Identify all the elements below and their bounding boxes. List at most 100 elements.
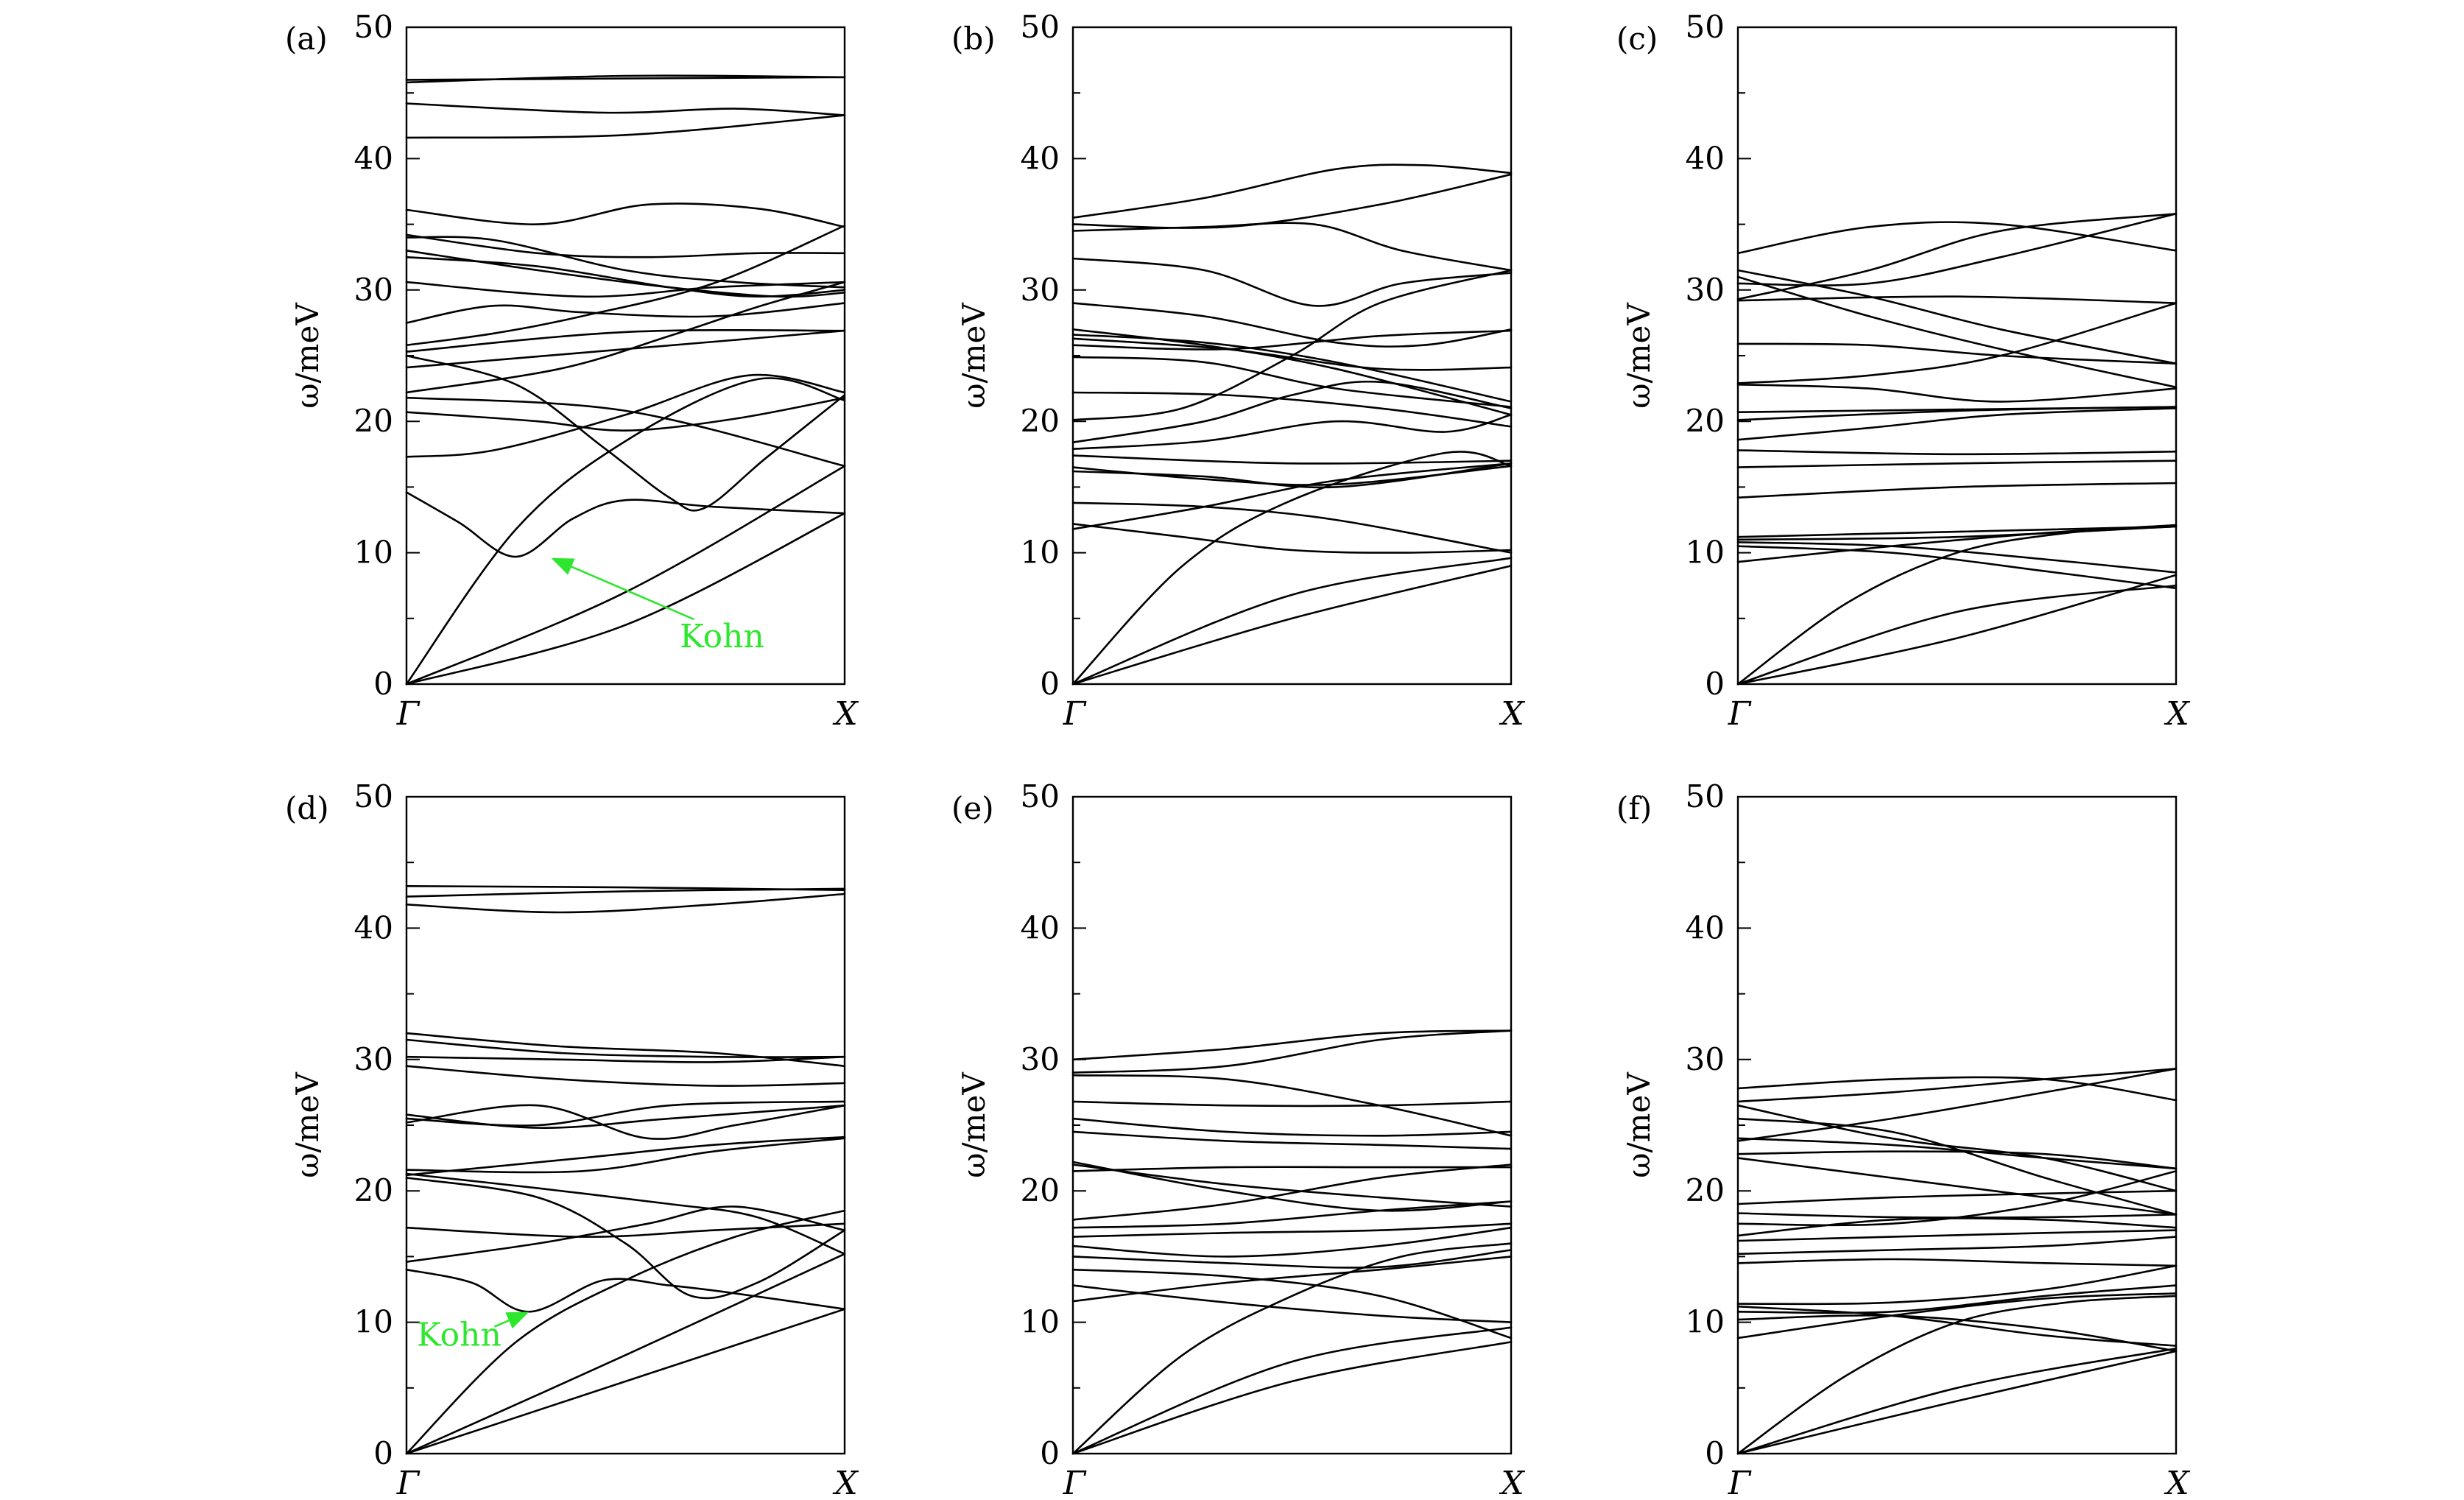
plot-frame	[1736, 26, 2178, 686]
bands	[405, 885, 846, 1455]
x-tick-label: Γ	[396, 695, 420, 733]
x-tick-label: X	[1499, 695, 1525, 733]
band-line	[405, 373, 846, 458]
band-line	[405, 203, 846, 228]
band-line	[405, 102, 846, 116]
band-line	[405, 76, 846, 81]
y-tick-label: 30	[1686, 272, 1725, 308]
band-line	[1736, 1305, 2178, 1347]
band-line	[405, 377, 846, 686]
band-line	[1071, 328, 1513, 416]
x-tick-label: X	[832, 1465, 859, 1500]
panel-e: 0 10 20 30 40 50 Γ Xω/meV (e)	[951, 778, 1525, 1500]
band-line	[1736, 1292, 2178, 1339]
band-line	[1736, 1229, 2178, 1242]
band-line	[1736, 1104, 2178, 1192]
y-tick-label: 20	[354, 403, 393, 439]
band-line	[405, 1104, 846, 1140]
band-line	[405, 236, 846, 289]
band-line	[1736, 1170, 2178, 1227]
band-line	[405, 885, 846, 891]
band-line	[1071, 414, 1513, 450]
band-line	[1071, 173, 1513, 229]
y-tick-label: 50	[1686, 9, 1725, 45]
y-tick-label: 10	[354, 535, 393, 571]
band-line	[1071, 269, 1513, 421]
y-tick-label: 50	[354, 9, 393, 45]
band-line	[1736, 383, 2178, 403]
kohn-label: Kohn	[680, 618, 764, 655]
y-tick-label: 40	[1021, 909, 1060, 946]
band-line	[405, 1268, 846, 1313]
band-line	[1071, 557, 1513, 686]
y-tick-label: 10	[354, 1304, 393, 1340]
band-line	[405, 302, 846, 324]
band-line	[405, 1038, 846, 1058]
band-line	[405, 1137, 846, 1174]
band-line	[1736, 1264, 2178, 1306]
x-tick-label: Γ	[396, 1465, 420, 1500]
band-line	[1736, 213, 2178, 286]
y-tick-label: 20	[354, 1172, 393, 1208]
band-line	[1071, 1341, 1513, 1455]
band-line	[405, 1253, 846, 1455]
band-line	[1071, 1226, 1513, 1258]
band-line	[1736, 1295, 2178, 1455]
x-tick-label: X	[1499, 1465, 1525, 1500]
band-line	[1736, 269, 2178, 365]
band-line	[1736, 545, 2178, 590]
band-line	[1071, 523, 1513, 554]
y-tick-label: 30	[354, 1041, 393, 1077]
band-line	[1071, 1117, 1513, 1137]
y-tick-label: 30	[1686, 1041, 1725, 1077]
kohn-arrow-head	[505, 1311, 529, 1329]
band-line	[1071, 222, 1513, 272]
y-tick-label: 50	[1686, 778, 1725, 814]
band-line	[1736, 213, 2178, 300]
bands	[1071, 1029, 1513, 1455]
band-line	[405, 1135, 846, 1177]
panel-f: 0 10 20 30 40 50 Γ Xω/meV (f)	[1616, 778, 2190, 1500]
band-line	[1736, 525, 2178, 541]
band-line	[1071, 565, 1513, 686]
band-line	[405, 396, 846, 432]
kohn-label: Kohn	[417, 1317, 501, 1354]
y-tick-label: 0	[1040, 1435, 1060, 1471]
bands	[405, 74, 846, 686]
y-tick-label: 40	[1021, 140, 1060, 176]
band-line	[1071, 462, 1513, 489]
panel-label: (c)	[1616, 21, 1658, 57]
band-line	[405, 114, 846, 139]
band-line	[405, 256, 846, 298]
band-line	[1071, 501, 1513, 554]
panel-label: (b)	[951, 21, 996, 57]
panel-c: 0 10 20 30 40 50 Γ Xω/meV (c)	[1616, 9, 2190, 733]
band-line	[1071, 454, 1513, 465]
kohn-annotation: Kohn	[417, 1311, 529, 1354]
band-line	[405, 354, 846, 512]
band-line	[1071, 329, 1513, 351]
band-line	[1736, 449, 2178, 456]
band-line	[1736, 407, 2178, 441]
y-tick-label: 30	[354, 272, 393, 308]
y-tick-label: 50	[354, 778, 393, 814]
y-tick-label: 10	[1686, 535, 1725, 571]
band-line	[1071, 1074, 1513, 1137]
panel-label: (f)	[1616, 790, 1652, 826]
y-axis-label: ω/meV	[1621, 1072, 1657, 1178]
kohn-arrow-shaft	[571, 566, 694, 621]
plot-frame	[1736, 795, 2178, 1455]
y-tick-label: 10	[1686, 1304, 1725, 1340]
band-line	[405, 329, 846, 369]
x-tick-label: Γ	[1728, 1465, 1752, 1500]
y-tick-label: 50	[1021, 778, 1060, 814]
band-line	[1071, 1200, 1513, 1229]
y-tick-label: 40	[1686, 909, 1725, 946]
x-tick-label: Γ	[1728, 695, 1752, 733]
band-line	[1736, 275, 2178, 389]
y-tick-label: 0	[373, 666, 393, 702]
band-line	[1071, 163, 1513, 219]
panel-label: (a)	[285, 21, 328, 57]
y-tick-label: 20	[1021, 1172, 1060, 1208]
